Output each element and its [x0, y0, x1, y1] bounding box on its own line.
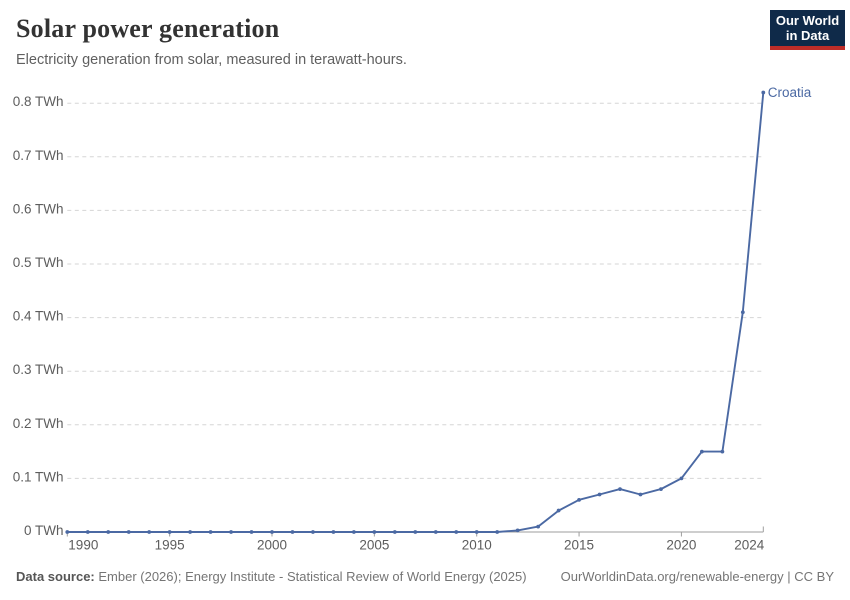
series-line-croatia[interactable] [66, 91, 765, 533]
data-source-text: Ember (2026); Energy Institute - Statist… [94, 569, 527, 584]
data-point-marker[interactable] [167, 530, 172, 534]
data-point-marker[interactable] [679, 476, 684, 481]
data-point-marker[interactable] [556, 508, 561, 513]
owid-logo[interactable]: Our World in Data [770, 10, 845, 50]
y-axis-tick-label: 0.1 TWh [13, 469, 64, 484]
data-point-marker[interactable] [270, 530, 274, 534]
data-point-marker[interactable] [474, 530, 479, 534]
data-point-marker[interactable] [208, 530, 213, 534]
data-point-marker[interactable] [659, 487, 663, 492]
data-point-marker[interactable] [577, 497, 581, 502]
x-axis-tick-label: 1995 [155, 538, 185, 553]
y-axis-tick-label: 0.8 TWh [13, 94, 64, 109]
x-axis-tick-label: 2000 [257, 538, 287, 553]
x-axis-tick-label: 2015 [564, 538, 594, 553]
data-point-marker[interactable] [249, 530, 254, 534]
x-axis-tick-label: 2005 [359, 538, 389, 553]
owid-logo-line2: in Data [785, 28, 830, 43]
y-axis-tick-label: 0.7 TWh [13, 148, 64, 163]
data-point-marker[interactable] [372, 530, 377, 534]
y-axis-tick-label: 0.3 TWh [13, 362, 64, 377]
data-point-marker[interactable] [618, 487, 622, 492]
data-point-marker[interactable] [392, 530, 397, 534]
data-point-marker[interactable] [515, 528, 520, 533]
x-axis-tick-label: 2024 [734, 538, 765, 553]
data-point-marker[interactable] [433, 530, 438, 534]
data-point-marker[interactable] [495, 530, 500, 534]
data-point-marker[interactable] [65, 530, 70, 534]
data-point-marker[interactable] [740, 310, 745, 315]
credit-link[interactable]: OurWorldinData.org/renewable-energy | CC… [560, 569, 834, 584]
entity-label-croatia[interactable]: Croatia [768, 85, 812, 100]
data-point-marker[interactable] [638, 492, 643, 497]
data-point-marker[interactable] [761, 90, 766, 95]
x-axis-tick-label: 2020 [666, 538, 696, 553]
data-point-marker[interactable] [188, 530, 193, 534]
data-point-marker[interactable] [229, 530, 233, 534]
x-axis-tick-label: 1990 [68, 538, 98, 553]
owid-logo-line1: Our World [775, 12, 840, 28]
data-point-marker[interactable] [720, 449, 725, 454]
data-source-label: Data source: [16, 569, 95, 584]
y-axis-tick-label: 0.2 TWh [13, 416, 64, 431]
data-point-marker[interactable] [351, 530, 356, 534]
data-point-marker[interactable] [454, 530, 459, 534]
y-axis-tick-label: 0.5 TWh [13, 255, 64, 270]
y-axis-tick-label: 0.6 TWh [13, 201, 64, 216]
data-point-marker[interactable] [147, 530, 152, 534]
page-subtitle: Electricity generation from solar, measu… [16, 52, 407, 68]
x-axis-tick-label: 2010 [462, 538, 492, 553]
data-point-marker[interactable] [699, 449, 704, 454]
y-axis-tick-label: 0 TWh [24, 523, 64, 538]
data-point-marker[interactable] [85, 530, 90, 534]
data-point-marker[interactable] [331, 530, 336, 534]
data-point-marker[interactable] [536, 524, 541, 529]
data-point-marker[interactable] [106, 530, 111, 534]
data-point-marker[interactable] [126, 530, 131, 534]
page-title: Solar power generation [16, 14, 280, 43]
y-axis-tick-label: 0.4 TWh [13, 309, 64, 324]
data-source-note: Data source: Ember (2026); Energy Instit… [16, 569, 527, 584]
data-point-marker[interactable] [311, 530, 315, 534]
data-point-marker[interactable] [597, 492, 602, 497]
data-point-marker[interactable] [413, 530, 418, 534]
data-point-marker[interactable] [290, 530, 295, 534]
